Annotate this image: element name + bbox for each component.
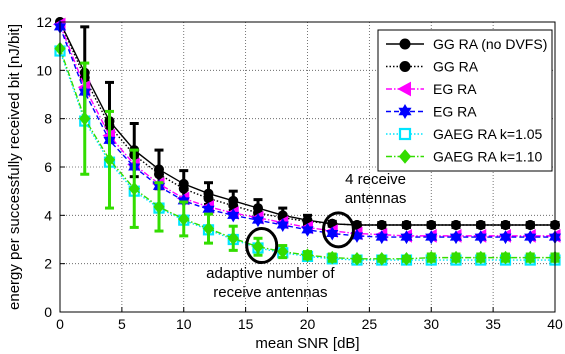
data-point [227,231,239,246]
legend-entry: EG RA [386,104,477,120]
annotation-ellipse [321,211,355,249]
y-tick-label: 8 [44,111,52,127]
legend-marker [398,127,412,141]
data-point [524,230,537,245]
data-point [400,230,413,245]
x-tick-label: 25 [362,316,378,332]
legend-marker [399,38,411,50]
legend-label: GAEG RA k=1.10 [433,149,543,165]
legend-entry: GG RA [386,59,479,75]
data-point [449,230,463,245]
annotation-text: 4 receive [345,171,406,188]
data-point [153,200,165,214]
data-point [376,252,388,266]
data-point [103,152,116,167]
x-tick-label: 15 [238,316,254,332]
data-point [227,208,240,223]
data-point [351,252,363,266]
legend-label: GG RA (no DVFS) [433,36,547,52]
data-point [178,212,190,226]
legend-entry: GAEG RA k=1.10 [386,149,543,165]
annotation-ellipse [245,227,279,265]
plot-frame [59,21,556,313]
data-point [451,220,461,230]
data-point [474,230,487,245]
data-point [525,220,536,230]
y-axis-label: energy per successfully received bit [nJ… [6,24,23,310]
y-tick-label: 12 [36,14,52,30]
legend-label: EG RA [433,104,477,120]
data-point [376,220,387,230]
x-tick-label: 0 [56,316,64,332]
data-point [276,218,289,232]
x-tick-label: 10 [176,316,192,332]
data-point [79,111,91,126]
legend: GG RA (no DVFS) GG RA EG RA EG RA GAEG RA k=… [377,29,553,172]
x-tick-label: 35 [485,316,501,332]
data-point [500,220,511,230]
legend-entry: GG RA (no DVFS) [386,36,547,52]
legend-marker [399,61,411,72]
data-point [154,169,164,180]
data-point [128,181,140,196]
y-tick-label: 10 [36,62,52,78]
data-point [450,250,462,265]
legend-label: GAEG RA k=1.05 [433,126,543,142]
legend-box [377,29,553,172]
annotation-text-line2: antennas [345,190,407,207]
series-5 [54,41,561,266]
annotation-text: adaptive number of [206,265,335,282]
data-point [475,250,487,265]
legend-label: GG RA [433,59,479,75]
annotation-0: 4 receive antennas [321,171,407,249]
y-tick-label: 0 [44,304,52,320]
data-point [252,239,264,254]
legend-entry: EG RA [386,81,477,97]
legend-label: EG RA [433,81,477,97]
data-point [475,220,486,230]
x-tick-label: 20 [300,316,316,332]
x-axis-label: mean SNR [dB] [255,335,359,352]
data-point [326,226,339,241]
legend-marker [398,104,412,119]
data-point [301,248,314,262]
data-point [499,230,512,245]
data-point [301,222,314,237]
legend-marker [398,149,412,164]
data-point [277,244,289,259]
annotations: 4 receive antennas adaptive number of recei… [206,171,406,301]
data-point [178,183,189,194]
data-point [425,230,438,245]
tick-labels: 0 5 10 15 20 25 30 35 40 0 2 4 6 8 10 12 [36,14,563,332]
data-point [326,250,338,265]
data-point [350,228,364,243]
data-point [524,250,536,265]
data-point [202,202,215,217]
y-tick-label: 6 [44,159,52,175]
data-point [425,250,437,265]
x-tick-label: 5 [118,316,126,332]
data-point [426,220,437,230]
annotation-1: adaptive number of receive antennas [206,227,335,301]
data-point [401,220,412,230]
x-tick-label: 30 [423,316,439,332]
data-point [202,221,215,236]
data-point [400,252,413,266]
data-point [499,250,512,265]
y-tick-label: 2 [44,256,52,272]
data-point [251,213,265,228]
legend-marker [397,81,411,97]
annotation-text-line2: receive antennas [213,284,327,301]
series-layer [52,17,562,266]
legend-entry: GAEG RA k=1.05 [386,126,543,142]
data-point [375,230,388,245]
y-tick-label: 4 [44,207,52,223]
x-tick-label: 40 [547,316,563,332]
